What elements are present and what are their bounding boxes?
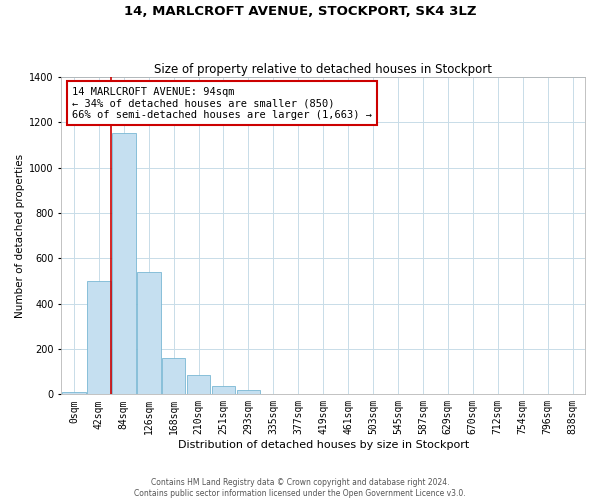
Bar bbox=[212, 386, 235, 394]
Bar bbox=[137, 272, 161, 394]
Bar bbox=[187, 375, 211, 394]
Bar bbox=[87, 281, 110, 394]
Y-axis label: Number of detached properties: Number of detached properties bbox=[15, 154, 25, 318]
Bar bbox=[162, 358, 185, 395]
Text: Contains HM Land Registry data © Crown copyright and database right 2024.
Contai: Contains HM Land Registry data © Crown c… bbox=[134, 478, 466, 498]
Text: 14, MARLCROFT AVENUE, STOCKPORT, SK4 3LZ: 14, MARLCROFT AVENUE, STOCKPORT, SK4 3LZ bbox=[124, 5, 476, 18]
Title: Size of property relative to detached houses in Stockport: Size of property relative to detached ho… bbox=[154, 63, 492, 76]
Bar bbox=[62, 392, 86, 394]
X-axis label: Distribution of detached houses by size in Stockport: Distribution of detached houses by size … bbox=[178, 440, 469, 450]
Bar bbox=[112, 132, 136, 394]
Bar bbox=[236, 390, 260, 394]
Text: 14 MARLCROFT AVENUE: 94sqm
← 34% of detached houses are smaller (850)
66% of sem: 14 MARLCROFT AVENUE: 94sqm ← 34% of deta… bbox=[72, 86, 372, 120]
